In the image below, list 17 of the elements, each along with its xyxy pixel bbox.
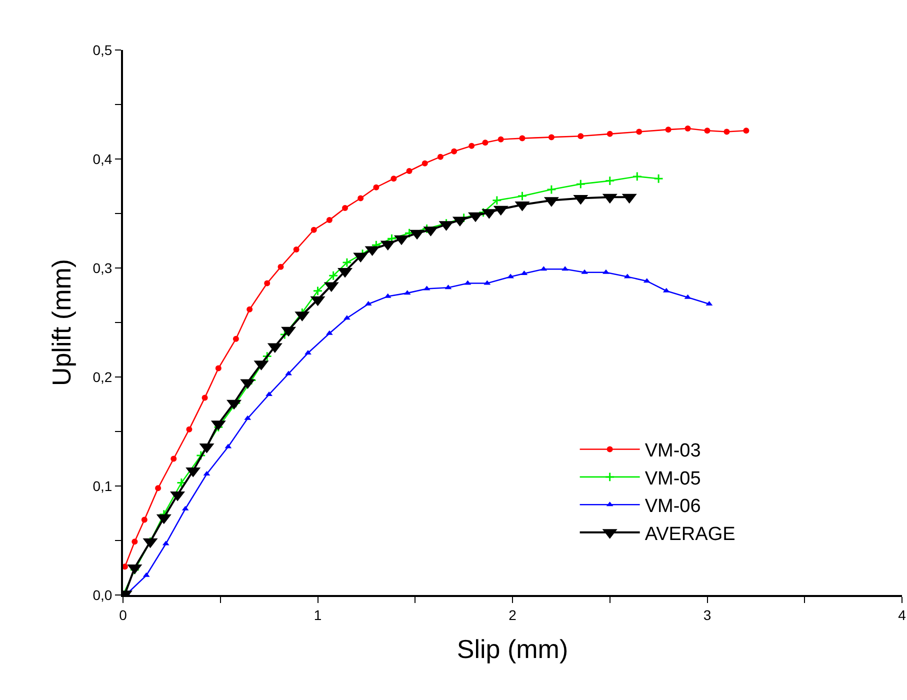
x-tick-label: 1 xyxy=(314,606,322,623)
x-tick-label: 3 xyxy=(703,606,712,623)
y-tick-label: 0,2 xyxy=(92,368,112,385)
x-axis-title: Slip (mm) xyxy=(456,634,568,664)
x-tick-label: 0 xyxy=(119,606,128,623)
legend-label: VM-05 xyxy=(644,468,701,490)
legend-label: VM-06 xyxy=(644,496,701,518)
y-tick-label: 0,5 xyxy=(92,42,112,58)
legend-label: AVERAGE xyxy=(644,524,736,545)
x-tick-label: 4 xyxy=(898,606,906,623)
y-tick-label: 0,0 xyxy=(92,586,112,603)
x-tick-label: 2 xyxy=(508,606,517,623)
y-axis-title: Uplift (mm) xyxy=(46,258,77,386)
y-tick-label: 0,4 xyxy=(92,150,112,167)
y-tick-label: 0,1 xyxy=(92,478,112,494)
legend-label: VM-03 xyxy=(644,440,701,462)
y-tick-label: 0,3 xyxy=(92,260,112,276)
